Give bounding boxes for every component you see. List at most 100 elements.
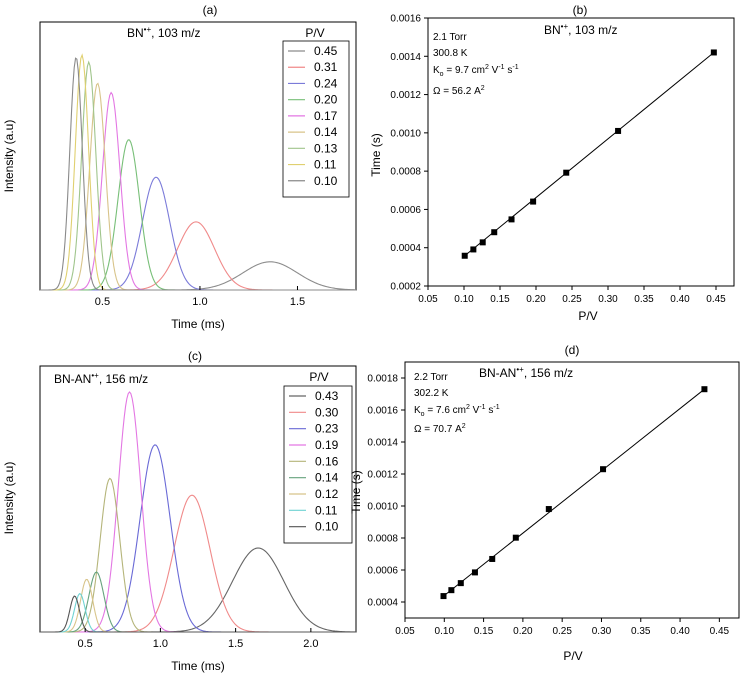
legend-label: 0.43 (315, 389, 339, 403)
pressure-d: 2.2 Torr (414, 372, 448, 383)
data-point (471, 569, 478, 576)
x-tick-label: 0.5 (95, 296, 110, 308)
x-axis-label-c: Time (ms) (171, 659, 225, 673)
x-tick-label: 0.30 (592, 626, 612, 637)
panel-c: (c) 0.5 1.0 1.5 2.0 Time (ms) Intensity (a.… (2, 349, 357, 673)
legend-label: 0.24 (314, 76, 338, 90)
panel-label-d: (d) (565, 343, 580, 357)
y-tick-label: 0.0014 (390, 52, 421, 63)
panel-label-c: (c) (188, 349, 202, 363)
data-point (457, 580, 464, 587)
data-point (470, 246, 477, 253)
data-point (489, 555, 496, 562)
legend-items-a: 0.45 0.31 0.24 0.20 0.17 0.14 0.13 0.11 0.10 (288, 44, 338, 188)
fit-line (443, 388, 705, 597)
panel-b: (b) 0.05 0.10 0.15 0.20 0.25 0.30 0.35 0.40 0.45… (369, 3, 735, 323)
y-tick-label: 0.0016 (367, 406, 398, 417)
y-tick-label: 0.0012 (367, 470, 398, 481)
plot-frame-b (427, 17, 735, 287)
y-axis-label-a: Intensity (a.u) (2, 120, 16, 193)
y-tick-label: 0.0016 (390, 14, 421, 25)
x-tick-label: 0.10 (435, 626, 455, 637)
legend-title-a: P/V (305, 26, 324, 40)
y-tick-label: 0.0008 (390, 167, 421, 178)
y-tick-label: 0.0008 (367, 534, 398, 545)
legend-label: 0.31 (314, 60, 338, 74)
legend-label: 0.12 (315, 487, 339, 501)
data-point (448, 587, 455, 594)
legend-label: 0.14 (315, 471, 339, 485)
x-ticks-a: 0.5 1.0 1.5 (95, 286, 305, 308)
y-axis-label-b: Time (s) (369, 133, 383, 177)
legend-a (282, 40, 350, 198)
x-tick-label: 0.05 (395, 626, 415, 637)
x-tick-label: 0.35 (634, 294, 654, 305)
y-axis-label-d: Time (s) (349, 470, 363, 514)
x-ticks-c: 0.5 1.0 1.5 2.0 (77, 628, 319, 650)
panel-a: (a) 0.5 1.0 1.5 Time (ms) Intensity (a.u) … (2, 3, 357, 331)
y-tick-label: 0.0010 (367, 502, 398, 513)
x-axis-label-d: P/V (563, 649, 582, 663)
pressure-b: 2.1 Torr (433, 32, 467, 43)
x-tick-label: 1.0 (153, 638, 168, 650)
data-point (615, 127, 622, 134)
legend-label: 0.20 (314, 93, 338, 107)
x-tick-label: 0.05 (418, 294, 438, 305)
data-point (530, 198, 537, 205)
x-axis-label-a: Time (ms) (171, 317, 225, 331)
legend-items-c: 0.43 0.30 0.23 0.19 0.16 0.14 0.12 0.11 0.10 (289, 389, 339, 534)
x-ticks-d: 0.05 0.10 0.15 0.20 0.25 0.30 0.35 0.40 0.45 (395, 618, 730, 637)
spectra-a (40, 53, 357, 291)
y-tick-label: 0.0004 (390, 243, 421, 254)
x-tick-label: 0.40 (670, 294, 690, 305)
y-ticks-d: 0.0004 0.0006 0.0008 0.0010 0.0012 0.0014 0.00… (367, 374, 405, 609)
chart-title-a: BN•+, 103 m/z (127, 25, 201, 40)
x-axis-label-b: P/V (578, 309, 597, 323)
y-axis-label-c: Intensity (a.u) (2, 462, 16, 535)
x-tick-label: 0.10 (454, 294, 474, 305)
y-tick-label: 0.0004 (367, 598, 398, 609)
x-tick-label: 0.25 (552, 626, 572, 637)
legend-label: 0.16 (315, 454, 339, 468)
data-points-b (461, 49, 717, 259)
y-tick-label: 0.0006 (390, 205, 421, 216)
x-tick-label: 0.35 (631, 626, 651, 637)
data-point (545, 506, 552, 513)
x-tick-label: 1.5 (228, 638, 243, 650)
x-tick-label: 2.0 (303, 638, 318, 650)
data-point (701, 386, 708, 393)
data-point (563, 169, 570, 176)
cross-section-b: Ω = 56.2 A2 (433, 85, 485, 97)
y-tick-label: 0.0006 (367, 566, 398, 577)
x-tick-label: 0.30 (598, 294, 618, 305)
y-ticks-b: 0.0002 0.0004 0.0006 0.0008 0.0010 0.0012 0.00… (390, 14, 428, 293)
x-tick-label: 0.25 (562, 294, 582, 305)
data-point (440, 593, 447, 600)
data-point (508, 216, 515, 223)
spectrum-line-0.10 (40, 57, 356, 291)
spectrum-line-0.10 (40, 595, 356, 633)
y-tick-label: 0.0014 (367, 438, 398, 449)
x-tick-label: 0.45 (706, 294, 726, 305)
spectrum-line-0.12 (40, 578, 356, 633)
y-tick-label: 0.0010 (390, 128, 421, 139)
legend-label: 0.11 (314, 158, 337, 172)
legend-label: 0.14 (314, 125, 338, 139)
data-point (710, 49, 717, 56)
mobility-d: Ko = 7.6 cm2 V-1 s-1 (414, 404, 500, 418)
temperature-d: 302.2 K (414, 388, 449, 399)
cross-section-d: Ω = 70.7 A2 (414, 423, 466, 435)
data-point (479, 239, 486, 246)
data-point (600, 466, 607, 473)
mobility-b: Ko = 9.7 cm2 V-1 s-1 (433, 64, 519, 78)
plot-frame-d (404, 361, 740, 619)
legend-label: 0.10 (314, 174, 338, 188)
x-ticks-b: 0.05 0.10 0.15 0.20 0.25 0.30 0.35 0.40 0.45 (418, 286, 726, 305)
x-tick-label: 0.20 (513, 626, 533, 637)
legend-label: 0.45 (314, 44, 338, 58)
spectrum-line-0.14 (40, 571, 356, 633)
x-tick-label: 1.0 (192, 296, 207, 308)
legend-title-c: P/V (309, 370, 328, 384)
x-tick-label: 0.5 (77, 638, 92, 650)
